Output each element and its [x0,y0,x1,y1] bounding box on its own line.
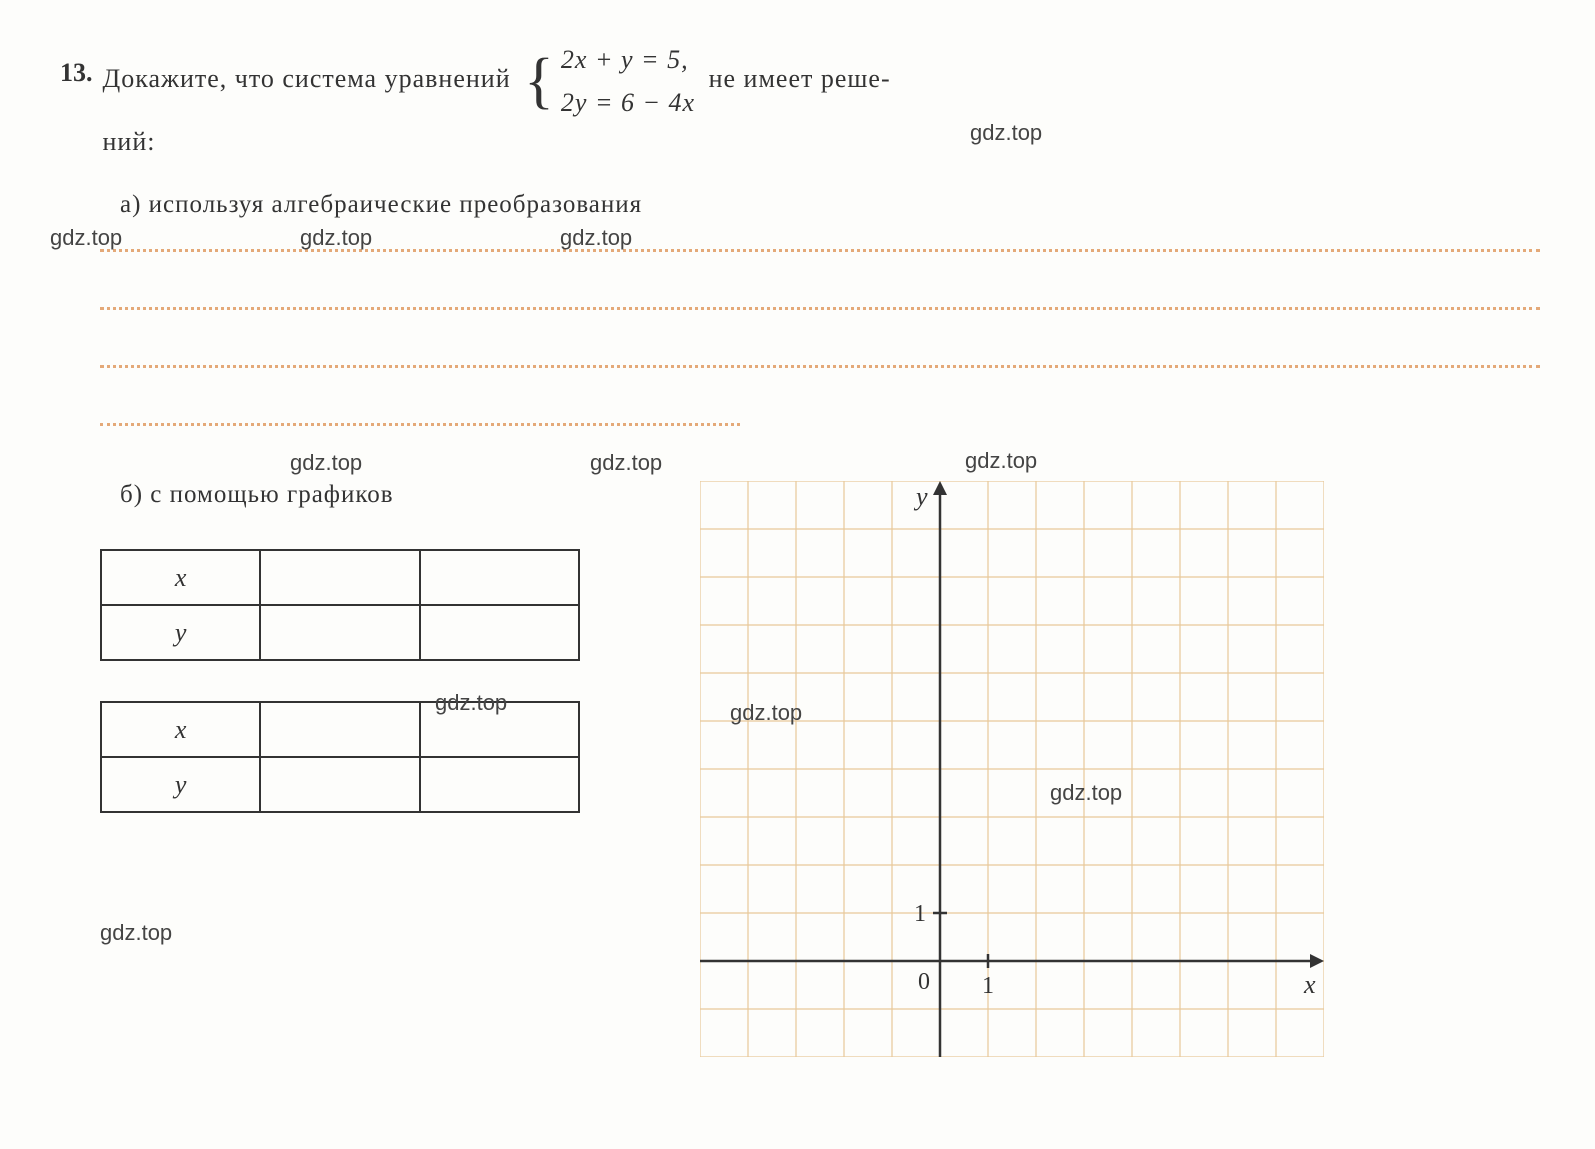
table-row: x [101,550,579,605]
chart-area: y x 0 1 1 [700,481,1400,1057]
equations: 2x + y = 5, 2y = 6 − 4x [561,40,695,122]
table-cell [260,605,419,660]
problem-number: 13. [60,40,93,88]
table-row: y [101,757,579,812]
equation-system: { 2x + y = 5, 2y = 6 − 4x [524,40,695,122]
bottom-section: б) с помощью графиков x y x [60,481,1535,1057]
row-label-y: y [101,605,260,660]
answer-line [100,365,1540,368]
subpart-b: б) с помощью графиков [120,481,640,509]
answer-line [100,307,1540,310]
watermark: gdz.top [560,225,632,251]
row-label-y: y [101,757,260,812]
svg-text:y: y [913,482,928,511]
table-cell [260,550,419,605]
watermark: gdz.top [590,450,662,476]
problem-header: 13. Докажите, что система уравнений { 2x… [60,40,1535,161]
svg-text:0: 0 [918,969,930,995]
answer-line [100,423,740,426]
text-before: Докажите, что система уравнений [103,64,511,93]
table-cell [420,757,579,812]
text-after-1: не имеет реше- [709,64,891,93]
watermark: gdz.top [290,450,362,476]
svg-text:1: 1 [914,901,926,927]
subpart-a: а) используя алгебраические преобразован… [120,191,1535,219]
table-cell [420,605,579,660]
watermark: gdz.top [965,448,1037,474]
table-cell [260,757,419,812]
row-label-x: x [101,550,260,605]
equation-1: 2x + y = 5, [561,40,695,79]
text-after-2: ний: [103,127,156,156]
table-cell [260,702,419,757]
watermark: gdz.top [300,225,372,251]
svg-text:x: x [1303,970,1316,999]
watermark: gdz.top [50,225,122,251]
xy-table-1: x y [100,549,580,661]
problem-text: Докажите, что система уравнений { 2x + y… [103,40,891,161]
equation-2: 2y = 6 − 4x [561,83,695,122]
left-brace: { [524,46,555,116]
answer-line [100,249,1540,252]
table-row: x [101,702,579,757]
table-cell [420,550,579,605]
left-column: б) с помощью графиков x y x [60,481,640,853]
coordinate-grid: y x 0 1 1 [700,481,1324,1057]
tables: x y x y [100,549,640,813]
xy-table-2: x y [100,701,580,813]
table-cell [420,702,579,757]
row-label-x: x [101,702,260,757]
svg-text:1: 1 [982,973,994,999]
table-row: y [101,605,579,660]
